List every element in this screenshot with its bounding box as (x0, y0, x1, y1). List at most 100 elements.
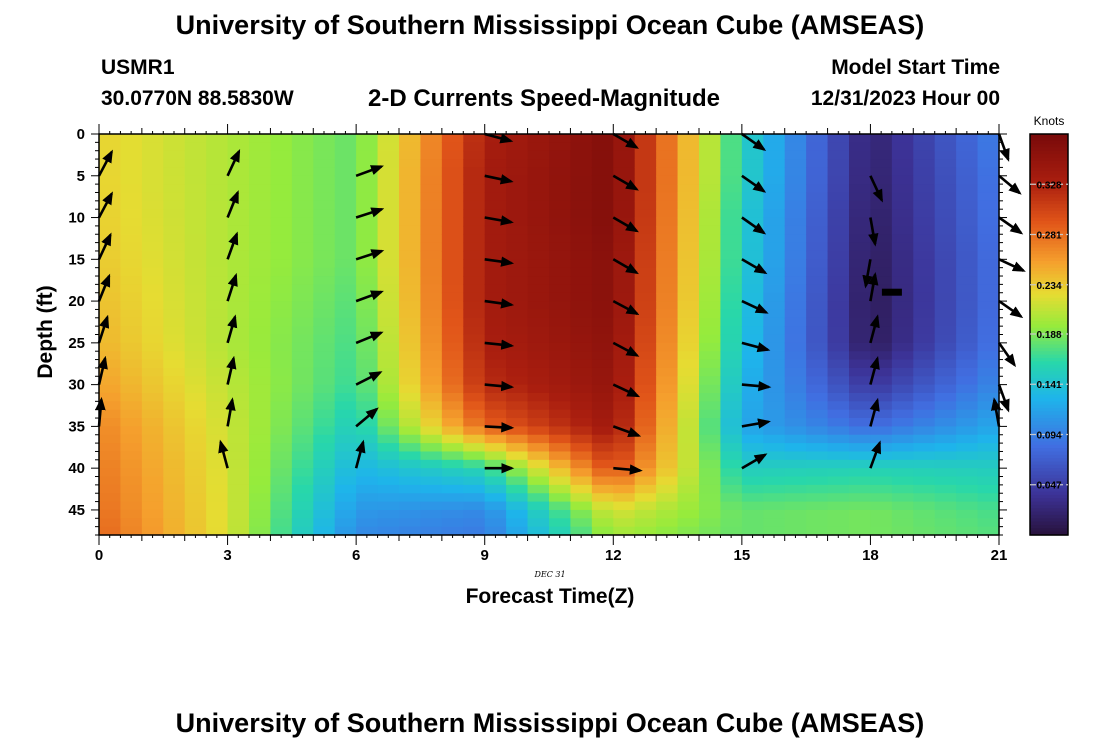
current-vector-arrow (484, 256, 515, 267)
heatmap-cell (763, 501, 786, 511)
heatmap-cell (977, 468, 1000, 478)
heatmap-cell (613, 509, 636, 519)
heatmap-cell (334, 326, 357, 336)
heatmap-cell (591, 359, 614, 369)
heatmap-cell (634, 392, 657, 402)
colorbar-segment (1030, 414, 1068, 419)
heatmap-cell (184, 443, 207, 453)
heatmap-cell (227, 493, 250, 503)
heatmap-cell (891, 301, 914, 311)
heatmap-cell (656, 518, 679, 528)
heatmap-cell (463, 443, 486, 453)
heatmap-cell (334, 334, 357, 344)
heatmap-cell (549, 426, 572, 436)
heatmap-cell (977, 409, 1000, 419)
heatmap-cell (527, 184, 550, 194)
heatmap-cell (184, 342, 207, 352)
heatmap-cell (270, 509, 293, 519)
heatmap-cell (291, 150, 314, 160)
heatmap-cell (806, 409, 829, 419)
heatmap-cell (163, 334, 186, 344)
colorbar-segment (1030, 531, 1068, 536)
heatmap-cell (720, 250, 743, 260)
heatmap-cell (227, 351, 250, 361)
heatmap-cell (291, 267, 314, 277)
heatmap-cell (506, 284, 529, 294)
heatmap-cell (913, 242, 936, 252)
heatmap-cell (763, 334, 786, 344)
heatmap-cell (291, 225, 314, 235)
heatmap-cell (934, 184, 957, 194)
heatmap-cell (463, 309, 486, 319)
heatmap-cell (806, 200, 829, 210)
heatmap-cell (99, 484, 122, 494)
heatmap-cell (163, 359, 186, 369)
heatmap-cell (763, 409, 786, 419)
heatmap-cell (377, 392, 400, 402)
heatmap-cell (849, 200, 872, 210)
heatmap-cell (334, 192, 357, 202)
heatmap-cell (206, 501, 229, 511)
heatmap-cell (420, 150, 443, 160)
heatmap-cell (634, 443, 657, 453)
heatmap-cell (527, 351, 550, 361)
heatmap-cell (227, 367, 250, 377)
heatmap-cell (120, 150, 143, 160)
heatmap-cell (549, 392, 572, 402)
heatmap-cell (206, 426, 229, 436)
heatmap-cell (399, 334, 422, 344)
heatmap-cell (656, 351, 679, 361)
heatmap-cell (120, 284, 143, 294)
heatmap-cell (677, 451, 700, 461)
heatmap-cell (549, 509, 572, 519)
heatmap-cell (506, 317, 529, 327)
heatmap-cell (291, 276, 314, 285)
heatmap-cell (549, 476, 572, 486)
heatmap-cell (227, 401, 250, 411)
heatmap-cell (163, 376, 186, 386)
colorbar-segment (1030, 411, 1068, 416)
heatmap-cell (99, 301, 122, 311)
heatmap-cell (377, 150, 400, 160)
heatmap-cell (720, 401, 743, 411)
heatmap-cell (441, 342, 464, 352)
heatmap-cell (699, 259, 722, 269)
heatmap-cell (699, 267, 722, 277)
heatmap-cell (313, 142, 336, 152)
y-tick-label: 35 (68, 418, 85, 435)
heatmap-cell (356, 217, 379, 227)
heatmap-cell (527, 418, 550, 427)
heatmap-cell (506, 484, 529, 494)
heatmap-cell (591, 476, 614, 486)
heatmap-cell (270, 234, 293, 244)
heatmap-cell (463, 234, 486, 244)
heatmap-cell (184, 334, 207, 344)
heatmap-cell (206, 234, 229, 244)
heatmap-cell (420, 359, 443, 369)
heatmap-cell (377, 284, 400, 294)
heatmap-cell (591, 434, 614, 444)
heatmap-cell (570, 426, 593, 436)
heatmap-cell (291, 217, 314, 227)
heatmap-cell (977, 401, 1000, 411)
heatmap-cell (249, 493, 272, 503)
heatmap-cell (506, 217, 529, 227)
heatmap-cell (634, 267, 657, 277)
heatmap-cell (720, 200, 743, 210)
heatmap-cell (827, 292, 850, 302)
heatmap-cell (913, 351, 936, 361)
heatmap-cell (891, 351, 914, 361)
heatmap-cell (677, 142, 700, 152)
heatmap-cell (120, 334, 143, 344)
heatmap-cell (570, 317, 593, 327)
heatmap-cell (484, 384, 507, 394)
heatmap-cell (399, 326, 422, 336)
heatmap-cell (806, 259, 829, 269)
heatmap-cell (549, 159, 572, 169)
heatmap-cell (784, 267, 807, 277)
heatmap-cell (420, 209, 443, 219)
heatmap-cell (634, 484, 657, 494)
heatmap-cell (356, 434, 379, 444)
colorbar-segment (1030, 434, 1068, 439)
